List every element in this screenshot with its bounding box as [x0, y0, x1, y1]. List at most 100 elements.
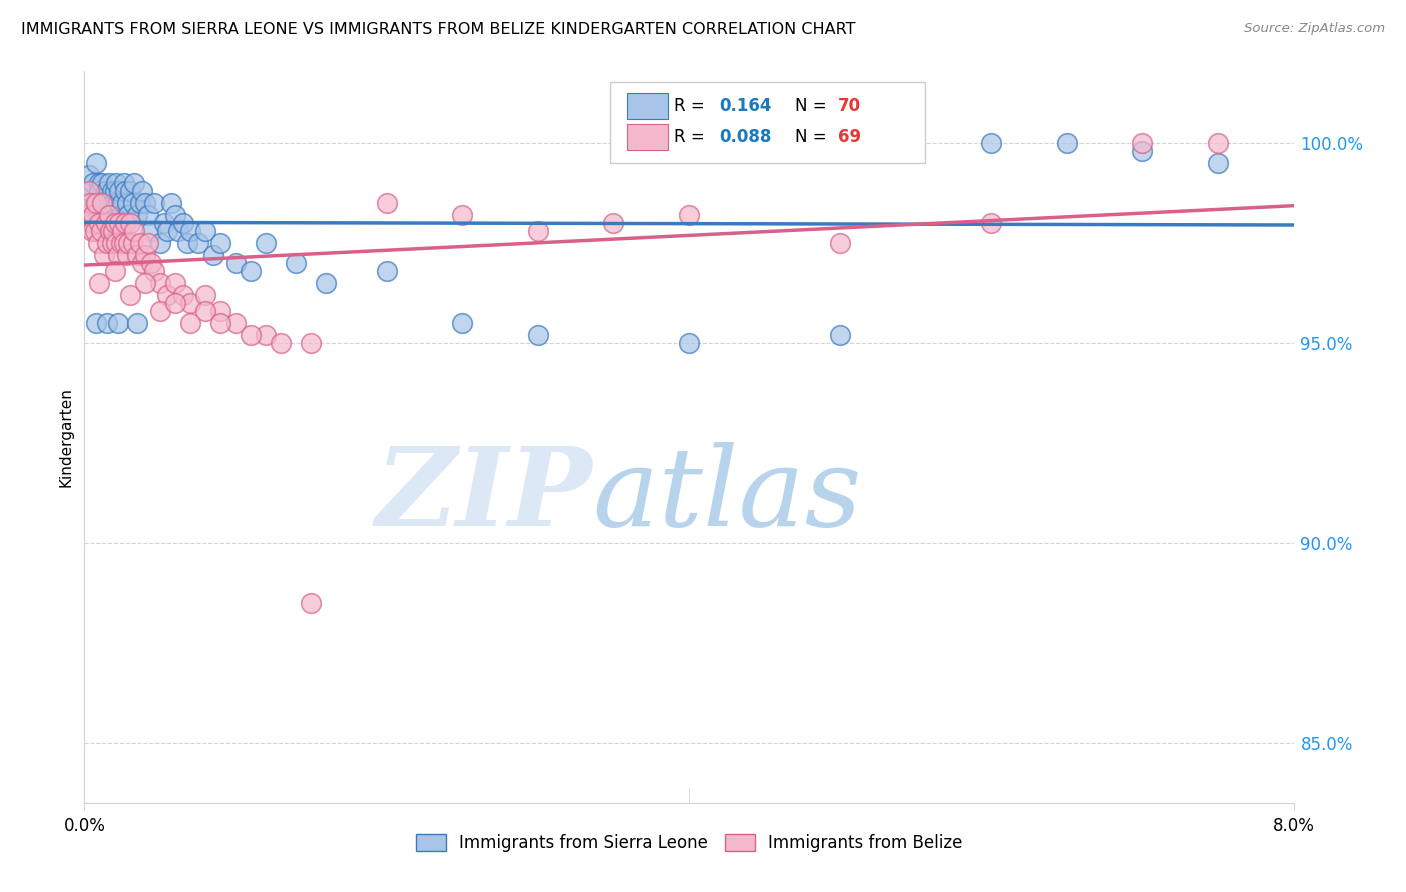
Point — [1132, 145, 1154, 159]
Point — [209, 304, 232, 318]
Point — [165, 276, 187, 290]
Point — [172, 288, 194, 302]
Point — [110, 236, 132, 251]
Point — [86, 156, 108, 170]
Point — [108, 184, 131, 198]
Point — [114, 216, 136, 230]
Point — [97, 176, 120, 190]
Point — [77, 169, 100, 183]
Point — [830, 328, 852, 343]
Point — [89, 184, 111, 198]
Point — [187, 236, 209, 251]
Point — [94, 184, 117, 198]
Point — [97, 208, 120, 222]
Point — [89, 176, 111, 190]
Point — [118, 288, 141, 302]
Point — [136, 208, 159, 222]
Point — [142, 196, 165, 211]
Text: R =: R = — [675, 128, 710, 146]
Point — [94, 216, 117, 230]
Point — [90, 224, 112, 238]
Point — [194, 224, 217, 238]
Point — [315, 276, 337, 290]
Point — [209, 236, 232, 251]
Point — [167, 224, 190, 238]
Point — [107, 248, 129, 262]
Point — [194, 304, 217, 318]
Point — [131, 184, 153, 198]
Text: N =: N = — [796, 96, 832, 115]
Point — [107, 196, 129, 211]
Point — [96, 236, 118, 251]
Text: IMMIGRANTS FROM SIERRA LEONE VS IMMIGRANTS FROM BELIZE KINDERGARTEN CORRELATION : IMMIGRANTS FROM SIERRA LEONE VS IMMIGRAN… — [21, 22, 856, 37]
Point — [225, 256, 247, 270]
Point — [101, 224, 124, 238]
Point — [176, 236, 198, 251]
Point — [179, 296, 201, 310]
Point — [111, 196, 134, 211]
Point — [980, 216, 1002, 230]
Point — [110, 208, 132, 222]
Point — [117, 236, 139, 251]
Point — [87, 208, 110, 222]
Point — [115, 196, 138, 211]
Point — [239, 264, 262, 278]
Point — [139, 256, 162, 270]
Point — [270, 336, 292, 351]
Point — [86, 196, 108, 211]
Point — [1206, 156, 1229, 170]
Point — [122, 224, 145, 238]
Point — [156, 288, 179, 302]
Text: 70: 70 — [838, 96, 860, 115]
Point — [84, 224, 107, 238]
Point — [201, 248, 224, 262]
Text: Source: ZipAtlas.com: Source: ZipAtlas.com — [1244, 22, 1385, 36]
Point — [79, 196, 101, 211]
Point — [91, 176, 114, 190]
Point — [149, 276, 172, 290]
Point — [117, 208, 139, 222]
Text: R =: R = — [675, 96, 710, 115]
Text: 0.164: 0.164 — [720, 96, 772, 115]
FancyBboxPatch shape — [627, 124, 668, 151]
Point — [101, 196, 124, 211]
Point — [118, 216, 141, 230]
Point — [105, 176, 128, 190]
Point — [91, 196, 114, 211]
Point — [149, 304, 172, 318]
Point — [375, 264, 398, 278]
Point — [100, 236, 122, 251]
Point — [254, 328, 277, 343]
Point — [89, 216, 111, 230]
Legend: Immigrants from Sierra Leone, Immigrants from Belize: Immigrants from Sierra Leone, Immigrants… — [408, 825, 970, 860]
Text: ZIP: ZIP — [375, 442, 592, 549]
Point — [451, 316, 474, 330]
Point — [111, 224, 134, 238]
Point — [1056, 136, 1078, 151]
Point — [139, 224, 162, 238]
Point — [127, 316, 149, 330]
Point — [115, 248, 138, 262]
Point — [108, 216, 131, 230]
Point — [80, 224, 103, 238]
Point — [96, 196, 118, 211]
Point — [121, 196, 143, 211]
Point — [165, 208, 187, 222]
Point — [527, 224, 550, 238]
Point — [122, 176, 145, 190]
Point — [89, 276, 111, 290]
Point — [172, 216, 194, 230]
Point — [129, 236, 152, 251]
Point — [451, 208, 474, 222]
Point — [79, 184, 101, 198]
Point — [86, 316, 108, 330]
FancyBboxPatch shape — [627, 93, 668, 119]
Point — [87, 236, 110, 251]
Point — [980, 136, 1002, 151]
Point — [239, 328, 262, 343]
Point — [284, 256, 308, 270]
Point — [112, 176, 135, 190]
Point — [104, 264, 127, 278]
Point — [830, 236, 852, 251]
Point — [159, 196, 181, 211]
